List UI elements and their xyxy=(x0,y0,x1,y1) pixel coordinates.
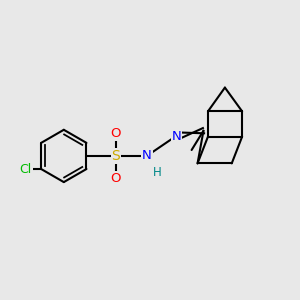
Text: N: N xyxy=(172,130,182,143)
Text: O: O xyxy=(111,172,121,185)
Text: Cl: Cl xyxy=(20,163,32,176)
Text: S: S xyxy=(111,149,120,163)
Text: N: N xyxy=(142,149,152,162)
Text: H: H xyxy=(152,166,161,179)
Text: O: O xyxy=(111,127,121,140)
